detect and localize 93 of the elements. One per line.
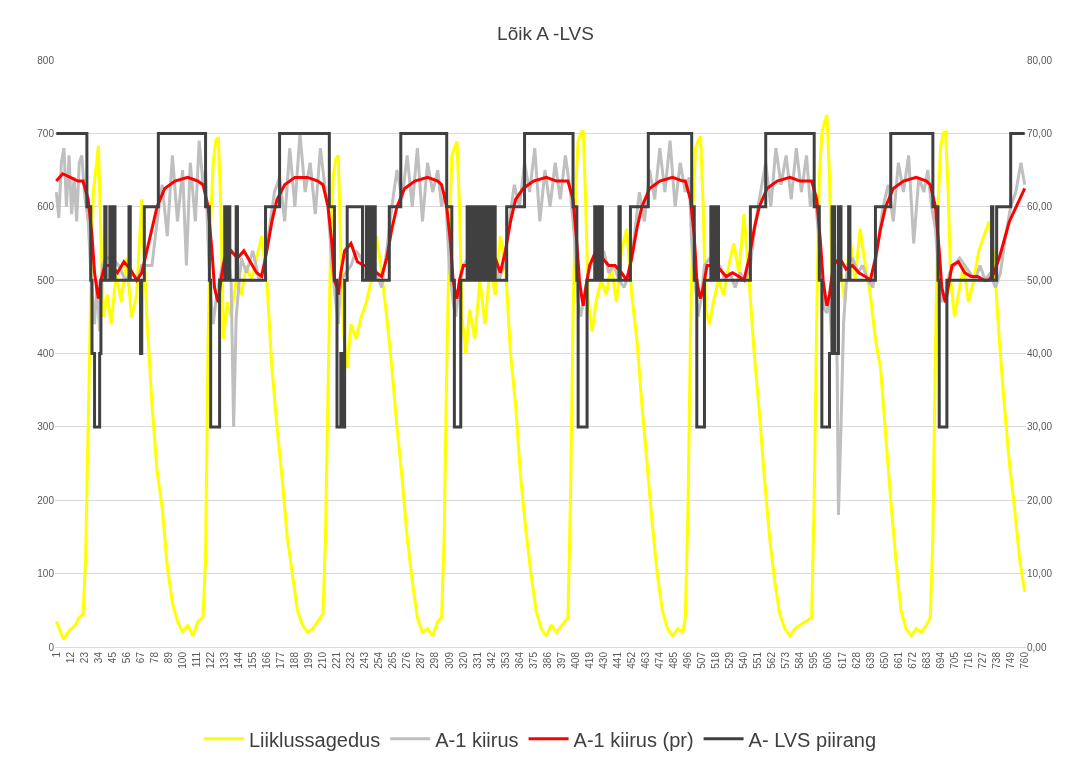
x-tick-label: 661 [892,651,904,669]
y-tick-label: 0 [48,641,55,653]
x-tick-label: 1 [50,651,62,658]
x-tick-label: 364 [513,651,525,669]
y2-tick-label: 10,00 [1027,568,1053,580]
x-tick-label: 188 [289,651,301,669]
x-tick-label: 507 [696,651,708,669]
x-tick-label: 89 [162,651,174,664]
x-tick-label: 408 [569,651,581,669]
x-tick-label: 683 [920,651,932,669]
y-tick-label: 100 [37,568,55,580]
x-tick-label: 474 [654,651,666,669]
y-tick-label: 300 [37,421,55,433]
x-tick-label: 518 [710,651,722,669]
x-tick-label: 705 [948,651,960,669]
y2-tick-label: 20,00 [1027,494,1053,506]
x-tick-label: 254 [373,651,385,669]
x-tick-label: 419 [583,651,595,669]
x-tick-label: 584 [794,651,806,669]
x-tick-label: 353 [499,651,511,669]
x-tick-label: 727 [976,651,988,669]
x-tick-label: 463 [640,651,652,669]
legend-label: A- LVS piirang [748,728,877,751]
x-tick-label: 232 [345,651,357,669]
x-tick-label: 331 [471,651,483,669]
x-tick-label: 562 [766,651,778,669]
x-tick-label: 23 [78,651,90,664]
y2-tick-label: 30,00 [1027,421,1053,433]
x-tick-label: 760 [1018,651,1030,669]
x-tick-label: 67 [134,651,146,664]
x-tick-label: 298 [429,651,441,669]
x-tick-label: 166 [261,651,273,669]
x-tick-label: 320 [457,651,469,669]
x-tick-label: 430 [597,651,609,669]
x-tick-label: 342 [485,651,497,669]
x-tick-label: 243 [359,651,371,669]
x-tick-label: 628 [850,651,862,669]
x-tick-label: 144 [232,651,244,669]
x-tick-label: 617 [836,651,848,669]
x-tick-label: 177 [275,651,287,669]
x-tick-label: 529 [724,651,736,669]
x-tick-label: 133 [218,651,230,669]
legend-label: A-1 kiirus (pr) [573,728,694,751]
x-tick-label: 221 [331,651,343,669]
x-tick-label: 276 [401,651,413,669]
y-tick-label: 400 [37,348,55,359]
x-tick-label: 375 [527,651,539,669]
x-tick-label: 199 [303,651,315,669]
y2-tick-label: 0,00 [1027,641,1047,653]
x-tick-label: 12 [64,651,76,664]
x-tick-label: 452 [625,651,637,669]
x-tick-label: 485 [668,651,680,669]
x-tick-label: 45 [106,651,118,664]
x-tick-label: 210 [317,651,329,669]
x-tick-label: 738 [990,651,1002,669]
x-tick-label: 606 [822,651,834,669]
y2-tick-label: 80,00 [1027,54,1053,66]
y2-tick-label: 70,00 [1027,127,1053,139]
y-tick-label: 700 [37,127,55,139]
y-tick-label: 200 [37,494,55,506]
x-tick-label: 639 [864,651,876,669]
y-tick-label: 800 [37,54,55,66]
x-tick-label: 155 [247,651,259,669]
x-tick-label: 496 [682,651,694,669]
x-tick-label: 397 [555,651,567,669]
x-tick-label: 111 [190,651,202,668]
x-tick-label: 749 [1004,651,1016,669]
y2-tick-label: 50,00 [1027,274,1053,286]
x-tick-label: 441 [611,651,623,669]
y2-tick-label: 60,00 [1027,201,1053,213]
x-tick-label: 386 [541,651,553,669]
legend-label: Liiklussagedus [249,728,381,751]
y2-tick-label: 40,00 [1027,348,1053,359]
x-tick-label: 56 [120,651,132,664]
x-tick-label: 122 [204,651,216,669]
x-tick-label: 595 [808,651,820,669]
legend-label: A-1 kiirus [435,728,519,751]
x-tick-label: 34 [92,651,104,664]
x-tick-label: 265 [387,651,399,669]
x-tick-label: 672 [906,651,918,669]
x-tick-label: 309 [443,651,455,669]
x-tick-label: 694 [934,651,946,669]
chart-title: Lõik A -LVS [497,22,594,44]
x-tick-label: 551 [752,651,764,669]
x-tick-label: 650 [878,651,890,669]
x-tick-label: 573 [780,651,792,669]
x-tick-label: 540 [738,651,750,669]
y-tick-label: 500 [37,274,55,286]
x-tick-label: 100 [176,651,188,669]
x-tick-label: 78 [148,651,160,664]
x-tick-label: 716 [962,651,974,669]
y-tick-label: 600 [37,201,55,213]
x-tick-label: 287 [415,651,427,669]
